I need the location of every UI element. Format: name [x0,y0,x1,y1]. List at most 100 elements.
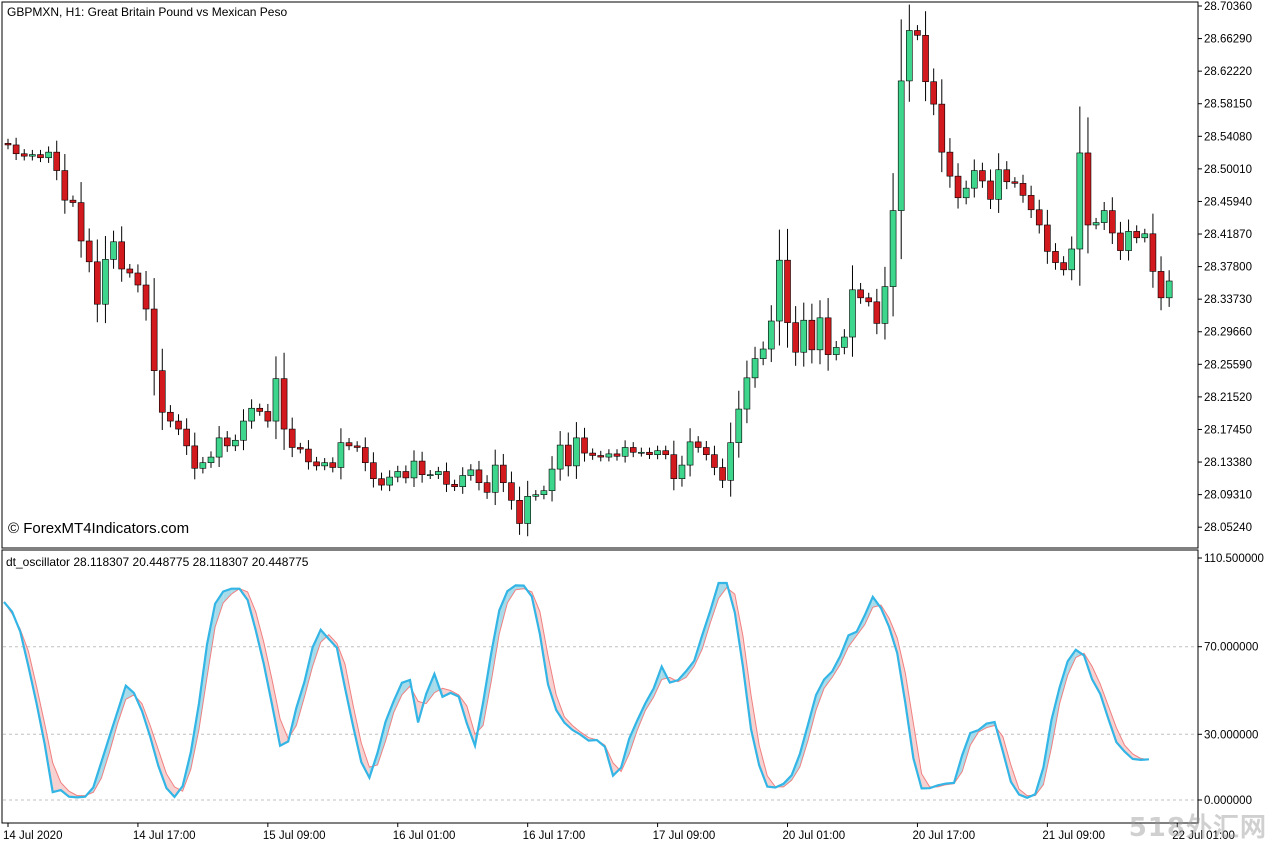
price-tick-label: 28.70360 [1204,1,1252,13]
osc-fill-segment [1051,687,1060,748]
bull-candle [962,187,970,199]
bull-candle [889,210,897,287]
bull-candle [532,494,540,497]
bear-candle [581,437,588,454]
bull-candle [800,319,808,353]
price-tick-label: 28.17450 [1204,424,1252,436]
bull-candle [995,169,1002,200]
bull-candle [816,317,824,351]
price-tick-label: 28.45940 [1204,196,1252,208]
bull-candle [832,347,840,355]
bear-candle [946,151,954,177]
bull-candle [556,444,564,470]
bear-candle [353,445,361,448]
osc-fill-segment [393,682,402,713]
price-tick-label: 28.09310 [1204,490,1252,502]
bear-candle [873,301,881,324]
bear-candle [703,447,710,455]
bear-candle [857,289,864,299]
bear-candle [126,268,134,274]
price-tick-label: 28.58150 [1204,99,1252,111]
bear-candle [1044,224,1051,252]
osc-fill-segment [1067,649,1076,676]
bear-candle [443,471,450,485]
bear-candle [516,499,523,524]
bear-candle [158,370,166,413]
bull-candle [1165,280,1173,299]
bull-candle [45,151,52,159]
bull-candle [735,408,743,443]
bear-candle [264,411,272,422]
bear-candle [20,153,28,157]
bear-candle [1060,262,1067,271]
bull-candle [638,451,645,454]
bull-candle [970,170,978,189]
osc-fill-segment [824,671,833,689]
bear-candle [256,407,264,412]
time-tick-label: 21 Jul 09:00 [1042,830,1105,842]
osc-fill-segment [272,679,281,746]
bear-candle [1035,209,1043,226]
bull-candle [1100,210,1108,223]
bull-candle [605,453,613,458]
bull-candle [1076,152,1084,250]
bull-candle [232,439,239,447]
osc-fill-segment [101,736,110,779]
osc-fill-segment [385,700,394,741]
bear-candle [69,199,77,203]
time-tick-label: 22 Jul 01:00 [1172,830,1235,842]
bull-candle [207,456,215,463]
bear-candle [719,467,726,481]
osc-tick-label: 70.000000 [1204,642,1258,654]
osc-fill-segment [816,679,825,711]
osc-fill-segment [215,591,224,627]
bear-candle [53,151,61,171]
bear-candle [979,170,986,182]
bear-candle [280,378,288,430]
bear-candle [589,452,596,456]
bear-candle [597,455,605,458]
bear-candle [500,464,507,483]
price-tick-label: 28.50010 [1204,164,1252,176]
osc-fill-segment [913,723,922,789]
osc-tick-label: 30.000000 [1204,729,1258,741]
osc-fill-segment [166,773,175,797]
bear-candle [865,297,873,303]
bear-candle [914,30,921,36]
osc-fill-segment [109,711,118,752]
watermark: 518外汇网 [1128,813,1267,843]
bear-candle [508,482,515,501]
osc-fill-segment [751,694,760,766]
bull-candle [248,407,255,422]
price-tick-label: 28.21520 [1204,392,1252,404]
bear-candle [1003,169,1011,183]
bear-candle [1109,210,1116,234]
bull-candle [621,447,629,457]
symbol-title: GBPMXN, H1: Great Britain Pound vs Mexic… [7,5,287,19]
indicator-title: dt_oscillator 28.118307 20.448775 28.118… [6,555,309,569]
price-tick-label: 28.41870 [1204,229,1252,241]
osc-fill-segment [312,629,321,667]
osc-fill-segment [361,743,370,778]
bull-candle [321,462,328,467]
bull-candle [767,320,775,350]
bear-candle [288,428,296,448]
bear-candle [223,437,231,447]
osc-fill-segment [207,603,216,678]
bear-candle [670,454,678,479]
bear-candle [451,483,458,487]
osc-slow-line [3,586,1149,797]
bull-candle [337,442,345,468]
time-tick-label: 14 Jul 2020 [3,830,62,842]
bear-candle [118,241,125,270]
bear-candle [694,441,702,448]
bull-candle [906,30,913,82]
bull-candle [548,468,556,491]
bear-candle [4,143,12,146]
bear-candle [1027,195,1035,211]
bear-candle [1157,271,1165,299]
time-tick-label: 16 Jul 17:00 [523,830,586,842]
bear-candle [954,175,962,199]
bear-candle [361,447,369,463]
